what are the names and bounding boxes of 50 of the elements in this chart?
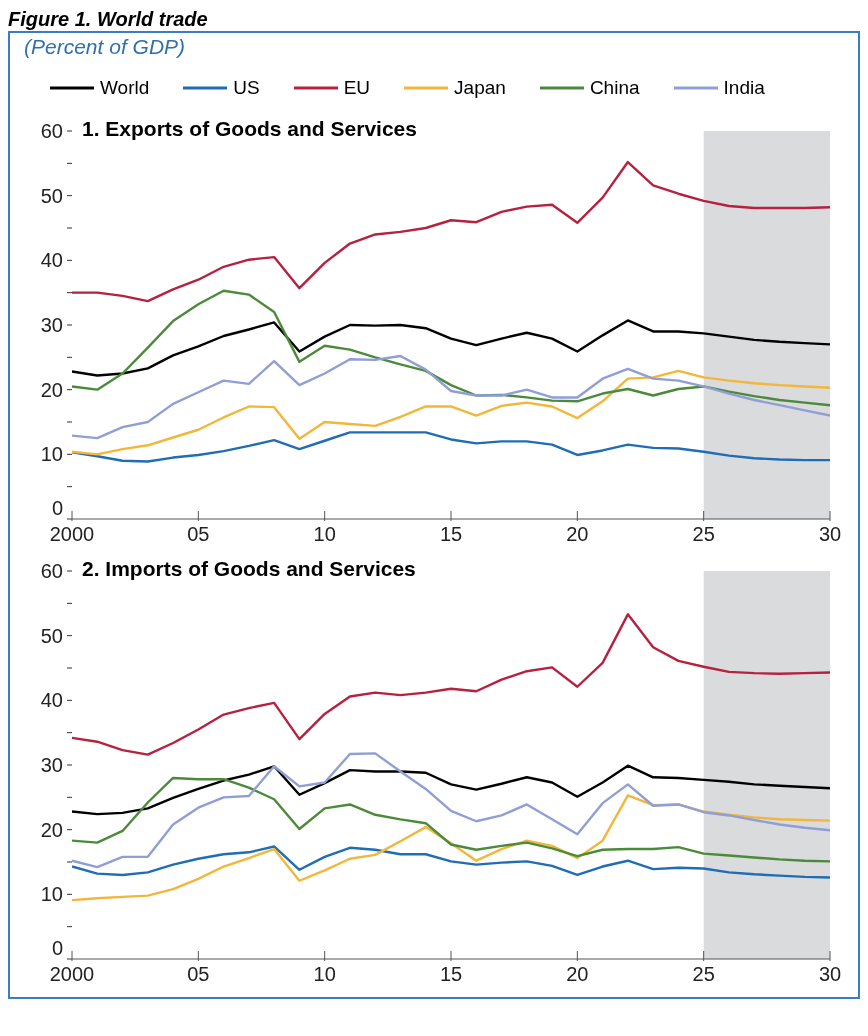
legend-label: EU [343, 77, 371, 99]
chart-title: 1. Exports of Goods and Services [82, 117, 417, 141]
x-tick-label: 30 [818, 963, 842, 985]
y-tick-label: 40 [40, 689, 63, 712]
y-axis-title: (Percent of GDP) [23, 35, 187, 59]
chart-title: 2. Imports of Goods and Services [82, 557, 416, 581]
line-series [72, 764, 830, 816]
line-series [72, 845, 830, 879]
y-tick-label: 30 [40, 314, 63, 336]
line-series [72, 752, 830, 869]
line-series [72, 613, 830, 756]
caption: Figure 1. World trade [8, 8, 209, 31]
y-tick-label: 20 [40, 378, 63, 401]
line-series [72, 319, 830, 377]
line-series [72, 431, 830, 463]
line-series [72, 354, 830, 440]
y-tick-label: 20 [40, 818, 63, 841]
x-tick-label: 25 [692, 523, 715, 545]
y-tick-label: 50 [40, 184, 63, 207]
y-tick-label: 10 [40, 883, 63, 906]
y-tick-label: 60 [40, 120, 63, 142]
line-series [72, 160, 830, 303]
x-tick-label: 30 [818, 523, 842, 545]
y-tick-label: 0 [51, 497, 63, 519]
line-series [72, 776, 830, 863]
x-tick-label: 20 [566, 963, 589, 985]
legend-label: Japan [454, 77, 506, 99]
legend-label: China [589, 77, 640, 99]
x-tick-label: 20 [566, 523, 589, 545]
line-series [72, 369, 830, 456]
x-tick-label: 25 [692, 963, 715, 985]
x-tick-label: 10 [313, 963, 336, 985]
line-series [72, 289, 830, 407]
line-series [72, 794, 830, 902]
y-tick-label: 60 [40, 560, 63, 582]
x-tick-label: 2000 [49, 523, 95, 545]
x-tick-label: 10 [313, 523, 336, 545]
y-tick-label: 10 [40, 443, 63, 466]
legend-label: US [233, 77, 260, 99]
y-tick-label: 40 [40, 249, 63, 272]
y-tick-label: 0 [51, 937, 63, 959]
y-tick-label: 30 [40, 754, 63, 776]
x-tick-label: 2000 [49, 963, 95, 985]
x-tick-label: 15 [439, 963, 463, 985]
legend-label: India [723, 77, 765, 99]
legend-label: World [100, 77, 150, 99]
x-tick-label: 05 [187, 523, 210, 545]
x-tick-label: 05 [187, 963, 210, 985]
x-tick-label: 15 [439, 523, 463, 545]
y-tick-label: 50 [40, 624, 63, 647]
